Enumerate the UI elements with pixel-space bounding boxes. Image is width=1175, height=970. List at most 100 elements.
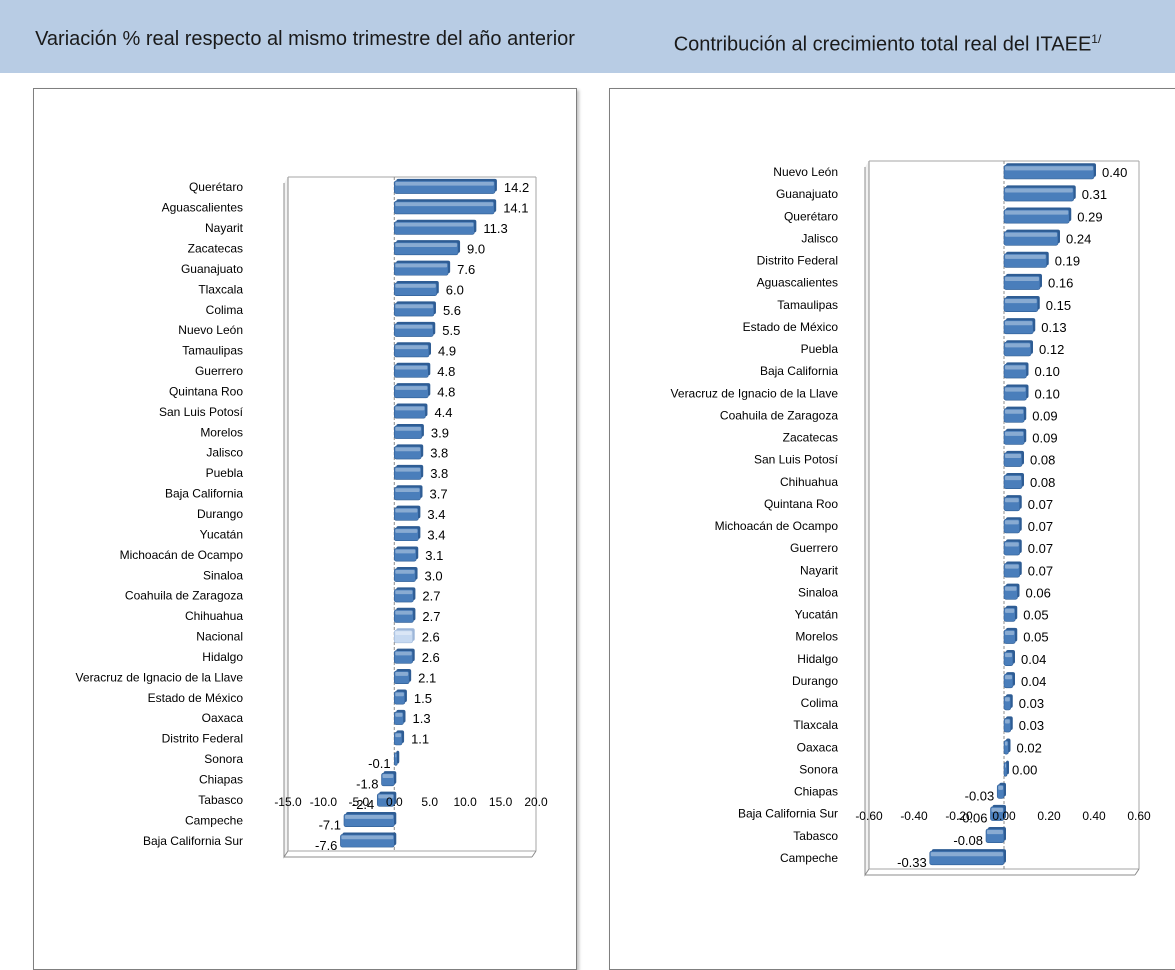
left-bar-highlight xyxy=(395,181,494,186)
left-bar xyxy=(381,772,395,787)
right-category-label: Tabasco xyxy=(793,829,838,843)
right-bar xyxy=(1003,187,1075,202)
right-bar-highlight xyxy=(1005,586,1017,591)
left-value-label: 5.6 xyxy=(443,303,461,318)
left-bar-highlight xyxy=(395,651,412,656)
right-chart-title-text: Contribución al crecimiento total real d… xyxy=(673,33,1092,56)
right-category-label: Querétaro xyxy=(784,209,838,223)
right-x-tick-label: -0.40 xyxy=(900,809,928,823)
right-bar xyxy=(996,784,1005,799)
right-category-label: Baja California xyxy=(760,364,838,378)
left-bar-highlight xyxy=(395,488,420,493)
left-value-label: 6.0 xyxy=(446,282,464,297)
right-bar-highlight xyxy=(1005,188,1073,193)
left-category-label: Nuevo León xyxy=(178,323,243,337)
left-bar xyxy=(393,201,495,215)
right-category-label: Jalisco xyxy=(801,231,838,245)
right-bar xyxy=(1003,762,1008,777)
right-category-label: Quintana Roo xyxy=(764,497,838,511)
right-bar-highlight xyxy=(991,807,1003,812)
left-bar-highlight xyxy=(395,529,418,533)
left-chart-frame xyxy=(531,850,537,858)
left-category-label: Campeche xyxy=(185,813,243,827)
left-category-label: Chiapas xyxy=(199,773,243,787)
left-x-tick-label: 15.0 xyxy=(489,795,513,809)
right-category-label: San Luis Potosí xyxy=(754,453,839,467)
right-bar-highlight xyxy=(1005,232,1057,237)
left-bar xyxy=(393,180,496,194)
right-bar-highlight xyxy=(1005,675,1012,680)
left-value-label: 3.0 xyxy=(425,568,443,583)
left-value-label: 4.8 xyxy=(437,384,455,399)
right-category-label: Chihuahua xyxy=(780,475,838,489)
left-category-label: Tabasco xyxy=(198,793,243,807)
left-bar xyxy=(393,303,435,317)
left-category-label: Sonora xyxy=(204,752,243,766)
right-category-label: Nuevo León xyxy=(773,165,838,179)
left-category-label: Estado de México xyxy=(148,691,244,705)
left-value-label: 2.1 xyxy=(418,670,436,685)
right-category-label: Coahuila de Zaragoza xyxy=(720,408,838,422)
left-bar xyxy=(393,629,414,644)
right-bar-highlight xyxy=(1005,475,1021,481)
right-bar-highlight xyxy=(1005,741,1008,746)
right-bar-highlight xyxy=(1005,608,1015,613)
left-category-label: Hidalgo xyxy=(202,650,243,664)
right-chart-frame xyxy=(1134,868,1140,876)
right-category-label: Aguascalientes xyxy=(757,276,838,290)
left-bar xyxy=(393,221,475,235)
right-bar xyxy=(1003,496,1021,512)
left-x-tick-label: 20.0 xyxy=(524,795,548,809)
left-value-label: 11.3 xyxy=(483,221,507,236)
right-chart-frame xyxy=(864,161,870,877)
right-category-label: Durango xyxy=(792,674,838,688)
right-chart-title-footnote: 1/ xyxy=(1091,32,1102,46)
right-bar xyxy=(1003,673,1014,689)
left-value-label: 2.7 xyxy=(422,609,440,624)
right-category-label: Nayarit xyxy=(800,563,839,577)
left-bar-highlight xyxy=(395,692,404,697)
right-bar-highlight xyxy=(987,829,1003,835)
right-bar-highlight xyxy=(1005,254,1046,259)
right-bar-highlight xyxy=(1005,210,1069,215)
right-value-label: 0.40 xyxy=(1102,165,1127,180)
right-bar-highlight xyxy=(1005,166,1093,171)
right-category-label: Distrito Federal xyxy=(757,254,838,268)
left-bar xyxy=(393,446,422,460)
left-bar xyxy=(393,466,422,480)
left-value-label: 4.4 xyxy=(434,405,452,420)
right-bar xyxy=(1003,629,1016,644)
right-bar-highlight xyxy=(1005,431,1024,436)
right-category-label: Sonora xyxy=(799,762,838,776)
left-value-label: -7.1 xyxy=(319,817,341,832)
right-category-label: Michoacán de Ocampo xyxy=(715,519,839,533)
left-value-label: -0.1 xyxy=(368,756,390,771)
right-bar xyxy=(1003,740,1009,755)
left-bar xyxy=(376,793,395,807)
left-value-label: 3.4 xyxy=(427,527,445,542)
right-x-tick-label: 0.20 xyxy=(1037,809,1061,823)
left-value-label: 9.0 xyxy=(467,241,485,256)
left-category-label: Distrito Federal xyxy=(162,732,243,746)
left-bar xyxy=(393,241,459,256)
left-bar-highlight xyxy=(395,447,421,452)
right-bar-highlight xyxy=(1005,520,1019,525)
left-bar xyxy=(343,813,395,827)
right-x-tick-label: -0.20 xyxy=(945,809,973,823)
right-value-label: 0.04 xyxy=(1021,652,1046,667)
right-category-label: Sinaloa xyxy=(798,585,838,599)
left-category-label: Baja California xyxy=(165,487,243,501)
right-bar-highlight xyxy=(1005,630,1015,635)
left-bar-highlight xyxy=(395,202,494,207)
left-value-label: 3.7 xyxy=(430,487,448,502)
left-bar-highlight xyxy=(395,733,402,738)
left-category-label: Morelos xyxy=(200,425,243,439)
left-bar-highlight xyxy=(395,426,421,431)
left-x-tick-label: -15.0 xyxy=(274,795,302,809)
right-category-label: Hidalgo xyxy=(797,652,838,666)
right-value-label: 0.09 xyxy=(1032,408,1057,423)
left-category-label: Sinaloa xyxy=(203,568,243,582)
right-bar-highlight xyxy=(1005,498,1019,503)
left-bar xyxy=(393,691,406,705)
left-bar-chart: Querétaro 14.2 Aguascalientes 14.1 Nayarit 11… xyxy=(76,176,548,859)
